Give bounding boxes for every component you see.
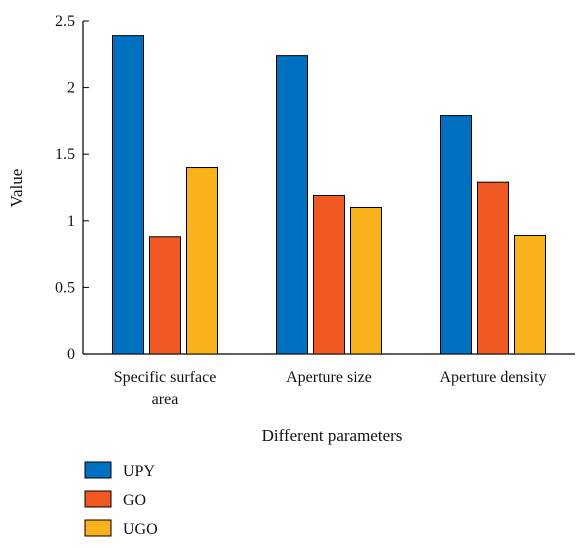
plot-area: 0 0.5 1 1.5 2 2.5 Specific surface area Aperture… (55, 13, 575, 408)
bar-upy (112, 35, 144, 355)
x-tick-label-line: area (152, 391, 179, 408)
x-tick-label: Aperture size (286, 369, 372, 386)
bar-ugo (186, 167, 218, 355)
bar-upy (276, 55, 308, 355)
legend-swatch-go (84, 490, 112, 508)
y-tick-label: 2.5 (55, 13, 75, 30)
legend-label-ugo: UGO (123, 521, 158, 538)
y-tick-label: 0.5 (55, 279, 75, 296)
legend-swatch-ugo (84, 519, 112, 537)
y-tick-label: 1 (67, 213, 75, 230)
y-tick-label: 2 (67, 80, 75, 97)
legend-label-upy: UPY (123, 463, 155, 480)
x-tick-label: Specific surface area (114, 369, 217, 408)
legend-swatch-upy (84, 461, 112, 479)
x-tick-label-line: Specific surface (114, 369, 217, 386)
bar-go (149, 236, 181, 355)
x-tick-label-line: Aperture density (439, 369, 546, 386)
bar-upy (440, 115, 472, 355)
legend-label-go: GO (123, 492, 146, 509)
x-tick-label-line: Aperture size (286, 369, 372, 386)
legend: UPY GO UGO (84, 461, 158, 538)
x-axis-title: Different parameters (262, 426, 403, 445)
y-tick-label: 1.5 (55, 146, 75, 163)
bar-go (313, 194, 345, 355)
y-tick-label: 0 (67, 346, 75, 363)
bar-ugo (350, 206, 382, 355)
x-tick-label: Aperture density (439, 369, 546, 386)
bar-ugo (514, 234, 546, 355)
bar-go (477, 181, 509, 355)
y-axis-title: Value (7, 169, 26, 208)
